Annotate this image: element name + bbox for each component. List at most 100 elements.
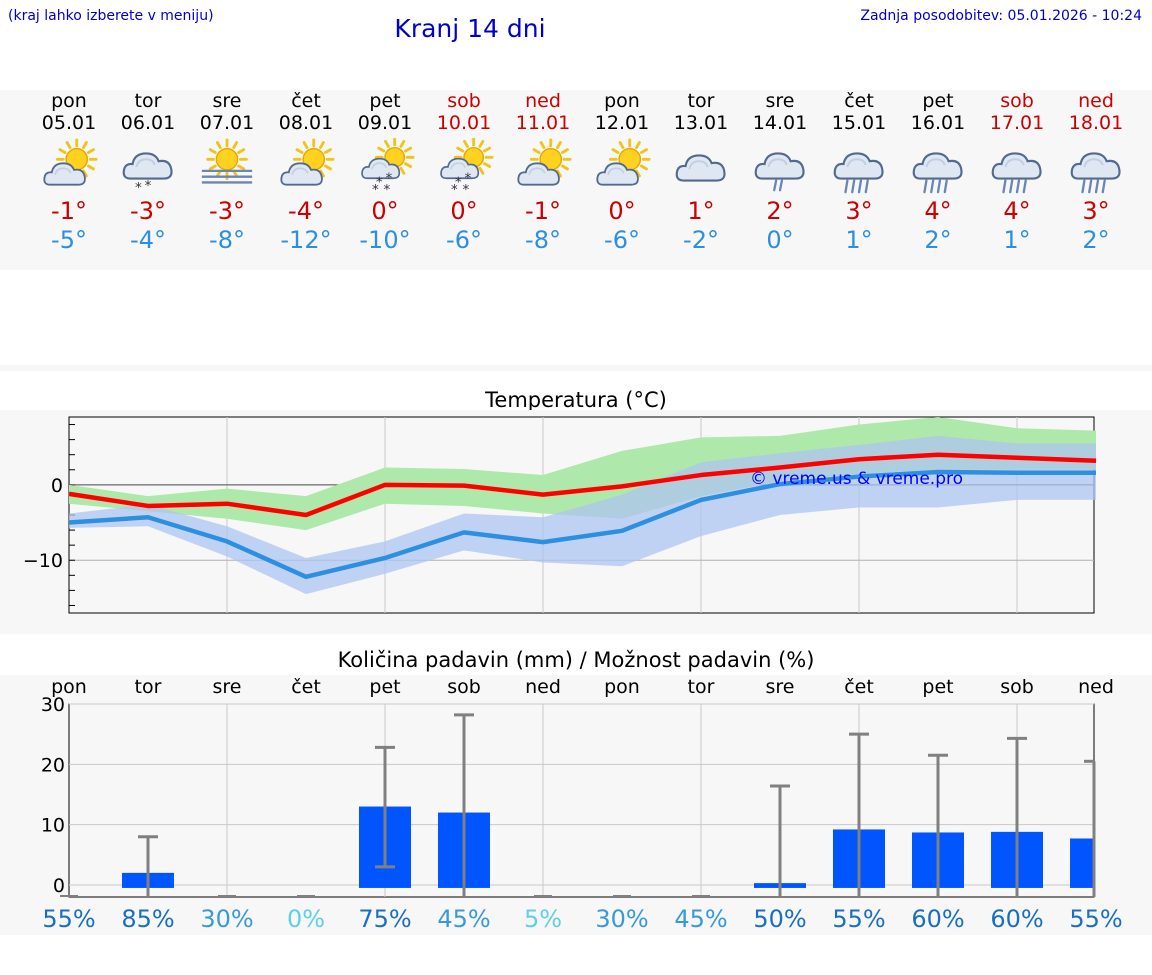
temp-max: 4° — [924, 197, 952, 225]
day-column: sre 07.01 -3° -8° — [187, 90, 267, 255]
temp-max: 1° — [687, 197, 715, 225]
x-category-label: čet — [291, 676, 321, 698]
sun-fog-icon — [201, 138, 253, 184]
temp-min: -2° — [683, 226, 719, 254]
x-category-label: ned — [525, 676, 561, 698]
x-category-label: tor — [688, 676, 715, 698]
precip-probability: 0% — [287, 905, 325, 933]
day-date: 12.01 — [594, 112, 650, 134]
temp-chart-title: Temperatura (°C) — [485, 388, 667, 412]
y-tick-label: 20 — [41, 754, 65, 776]
x-category-label: pon — [604, 676, 640, 698]
day-date: 18.01 — [1068, 112, 1124, 134]
day-column: sob 10.01 * * * * 0° -6° — [424, 90, 504, 255]
x-category-label: tor — [135, 676, 162, 698]
cloud-rain-icon — [991, 152, 1042, 194]
x-category-label: pet — [922, 676, 953, 698]
temperature-chart: 0 −10 © vreme.us & vreme.pro — [23, 416, 1097, 614]
y-tick-label: 30 — [41, 694, 65, 716]
day-date: 11.01 — [515, 112, 571, 134]
day-date: 05.01 — [41, 112, 97, 134]
temp-max: 0° — [371, 197, 399, 225]
day-name: ned — [525, 90, 561, 112]
temp-min: -6° — [446, 226, 482, 254]
precip-probability: 75% — [358, 905, 411, 933]
x-category-label: sob — [1000, 676, 1034, 698]
forecast-strip: pon 05.01 -1° -5° tor 06.01 * * -3° -4° sre 07.01 -3… — [0, 90, 1152, 270]
precip-probability: 30% — [200, 905, 253, 933]
svg-text:*: * — [455, 174, 462, 190]
svg-text:*: * — [135, 180, 142, 196]
day-column: ned 18.01 3° 2° — [1056, 90, 1136, 255]
day-column: ned 11.01 -1° -8° — [503, 90, 583, 255]
day-column: čet 15.01 3° 1° — [819, 90, 899, 255]
x-category-label: pet — [369, 676, 400, 698]
day-column: tor 06.01 * * -3° -4° — [108, 90, 188, 255]
copyright-annotation: © vreme.us & vreme.pro — [750, 469, 963, 489]
sun-cloud-snow-icon: * ** * — [361, 138, 415, 196]
day-name: sob — [447, 90, 481, 112]
day-column: pon 12.01 0° -6° — [582, 90, 662, 255]
temp-min: -8° — [525, 226, 561, 254]
svg-text:*: * — [385, 170, 392, 186]
x-category-label: sre — [213, 676, 242, 698]
tmin-line — [68, 469, 1096, 580]
temp-min: -5° — [51, 226, 87, 254]
y-tick-label: 10 — [41, 815, 65, 837]
day-name: pon — [604, 90, 640, 112]
svg-text:*: * — [145, 178, 152, 194]
temp-max: 0° — [450, 197, 478, 225]
cloud-rain-icon — [1070, 152, 1121, 194]
day-column: sre 14.01 2° 0° — [740, 90, 820, 255]
day-date: 14.01 — [752, 112, 808, 134]
precip-probability: 30% — [595, 905, 648, 933]
cloud-rain-icon — [833, 152, 884, 194]
y-tick-label: 0 — [51, 475, 63, 497]
day-name: tor — [134, 90, 162, 112]
temp-max: -4° — [288, 197, 324, 225]
svg-text:*: * — [451, 182, 458, 196]
precip-probability: 5% — [524, 905, 562, 933]
day-name: sob — [1000, 90, 1034, 112]
day-name: pet — [922, 90, 954, 112]
precip-probability: 45% — [437, 905, 490, 933]
day-name: pon — [51, 90, 87, 112]
temp-min: 0° — [766, 226, 794, 254]
day-date: 06.01 — [120, 112, 176, 134]
sun-cloud-icon — [43, 138, 98, 186]
x-category-label: pon — [51, 676, 87, 698]
day-name: čet — [291, 90, 321, 112]
day-name: tor — [687, 90, 715, 112]
last-updated: Zadnja posodobitev: 05.01.2026 - 10:24 — [860, 8, 1142, 24]
day-date: 15.01 — [831, 112, 887, 134]
x-category-label: ned — [1078, 676, 1114, 698]
day-date: 08.01 — [278, 112, 334, 134]
temp-max: -1° — [525, 197, 561, 225]
svg-text:*: * — [384, 182, 391, 196]
temp-max: 2° — [766, 197, 794, 225]
page-title: Kranj 14 dni — [394, 14, 546, 43]
svg-text:*: * — [376, 174, 383, 190]
day-date: 16.01 — [910, 112, 966, 134]
day-column: pet 16.01 4° 2° — [898, 90, 978, 255]
precip-probability: 60% — [911, 905, 964, 933]
day-date: 07.01 — [199, 112, 255, 134]
x-category-label: sob — [447, 676, 481, 698]
temp-min: -8° — [209, 226, 245, 254]
sun-cloud-snow-icon: * ** * — [440, 138, 494, 196]
precip-probability: 85% — [121, 905, 174, 933]
precip-probability: 55% — [1069, 905, 1122, 933]
y-tick-label: 0 — [53, 875, 65, 897]
precip-probability: 60% — [990, 905, 1043, 933]
rain-chart-panel: 30 20 10 0 pon tor sre čet pet sob ned pon tor sre čet… — [0, 675, 1152, 935]
day-column: pon 05.01 -1° -5° — [29, 90, 109, 255]
temp-min: 1° — [845, 226, 873, 254]
cloud-rain-icon — [912, 152, 963, 194]
day-name: pet — [369, 90, 401, 112]
precip-probability: 55% — [832, 905, 885, 933]
day-date: 10.01 — [436, 112, 492, 134]
precip-probability: 55% — [42, 905, 95, 933]
precip-probability: 45% — [674, 905, 727, 933]
temp-max: 3° — [1082, 197, 1110, 225]
sun-cloud-icon — [596, 138, 651, 186]
